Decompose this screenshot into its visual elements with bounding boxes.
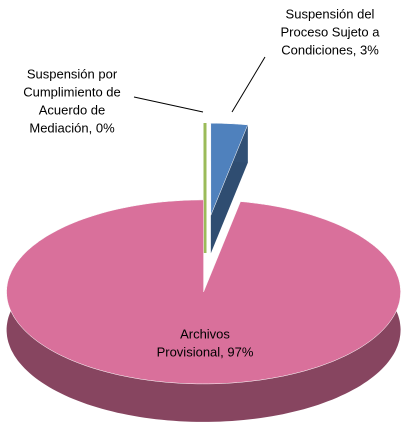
leader-line — [231, 56, 266, 113]
leader-line — [133, 96, 204, 113]
slice-group — [6, 199, 401, 422]
data-label: Proceso Sujeto a — [280, 24, 380, 39]
slice — [6, 199, 401, 385]
slice-group — [210, 123, 249, 254]
data-label: Mediación, 0% — [29, 120, 115, 135]
slice — [210, 123, 249, 216]
data-label: Cumplimiento de — [23, 84, 121, 99]
data-label: Provisional, 97% — [157, 344, 254, 359]
data-label: Condiciones, 3% — [281, 42, 379, 57]
data-label: Acuerdo de — [39, 102, 106, 117]
data-label: Suspensión por — [27, 66, 118, 81]
data-label: Archivos — [180, 326, 230, 341]
data-label: Suspensión del — [286, 6, 375, 21]
